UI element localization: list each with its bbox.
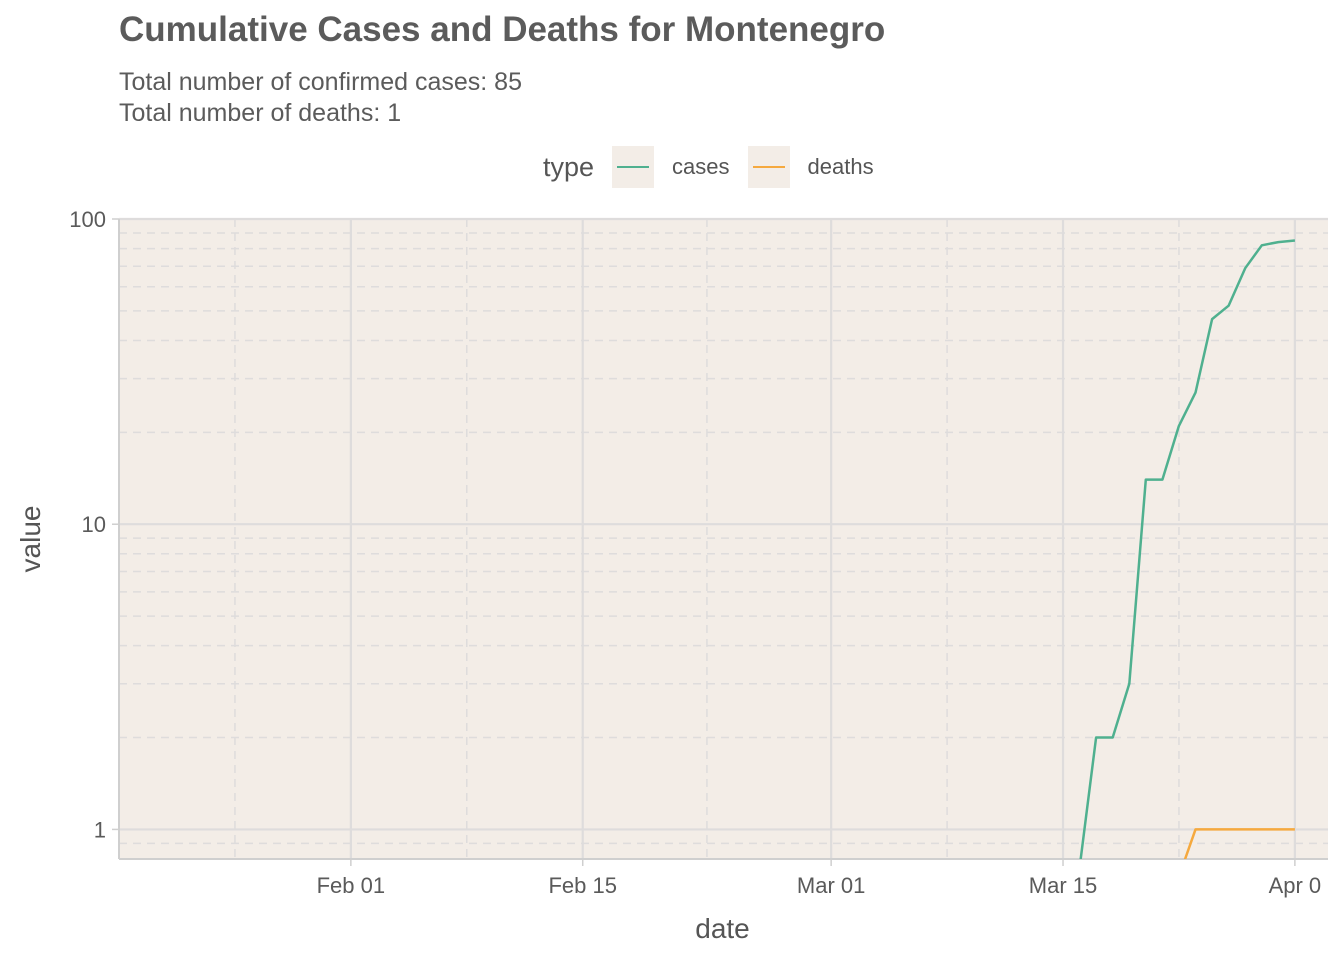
y-axis-title: value [15,506,46,573]
plot-panel [119,219,1328,859]
legend-item-cases: cases [612,146,730,188]
y-tick-label: 10 [82,512,106,537]
legend-item-deaths: deaths [747,146,874,188]
x-tick-label: Mar 15 [1029,873,1097,898]
legend-key-deaths [747,146,790,188]
x-axis-title: date [695,913,750,944]
legend-label-deaths: deaths [807,154,874,179]
y-tick-label: 1 [94,817,106,842]
series-line-cases [1079,239,1296,859]
y-tick-label: 100 [69,207,106,232]
legend-key-cases [612,146,655,188]
x-tick-label: Feb 01 [317,873,386,898]
subtitle-cases: Total number of confirmed cases: 85 [119,68,522,96]
x-tick-label: Apr 0 [1269,873,1322,898]
legend: type cases deaths [543,146,892,188]
subtitle-deaths: Total number of deaths: 1 [119,99,402,127]
series-line-deaths [1183,828,1295,859]
legend-title: type [543,151,595,182]
x-tick-label: Mar 01 [797,873,865,898]
chart-title: Cumulative Cases and Deaths for Monteneg… [119,10,886,49]
x-tick-label: Feb 15 [548,873,617,898]
legend-label-cases: cases [672,154,730,179]
